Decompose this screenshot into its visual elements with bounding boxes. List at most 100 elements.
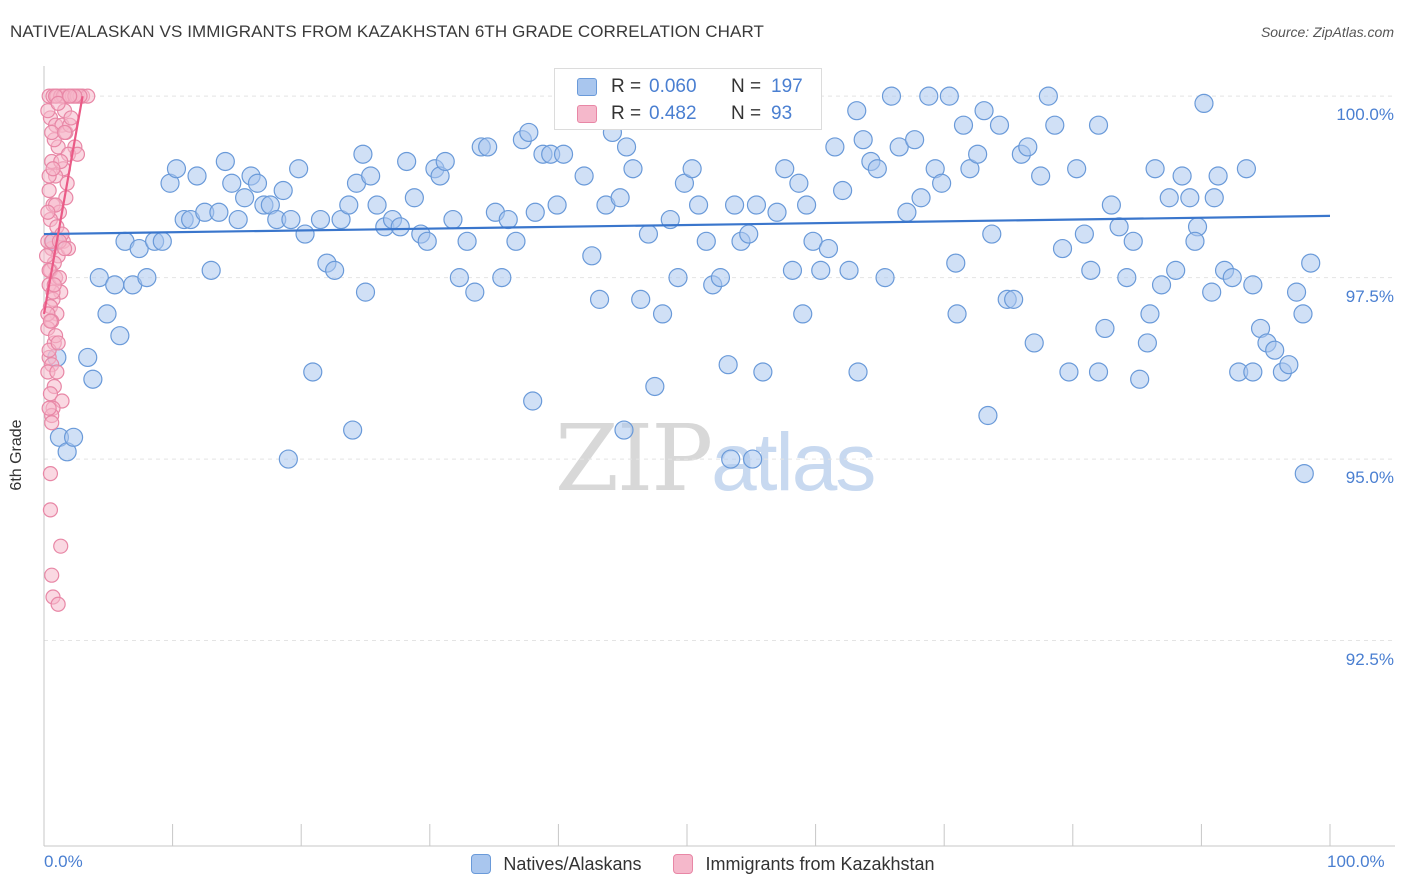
legend-label-natives: Natives/Alaskans bbox=[503, 853, 642, 874]
trend-lines bbox=[42, 95, 1331, 315]
watermark: ZIPatlas bbox=[555, 405, 876, 512]
point-natives bbox=[553, 144, 574, 164]
point-natives bbox=[968, 144, 988, 164]
point-natives bbox=[295, 224, 315, 244]
point-natives bbox=[209, 202, 229, 222]
point-natives bbox=[235, 188, 255, 208]
point-kazakhstan bbox=[50, 335, 66, 351]
point-kazakhstan bbox=[41, 182, 57, 199]
point-natives bbox=[166, 159, 187, 179]
x-tick-label-max: 100.0% bbox=[1327, 852, 1385, 871]
point-natives bbox=[353, 144, 373, 164]
point-kazakhstan bbox=[40, 103, 56, 119]
point-natives bbox=[718, 355, 738, 375]
y-tick-label: 92.5% bbox=[1345, 649, 1394, 669]
point-natives bbox=[1166, 260, 1186, 280]
point-natives bbox=[443, 209, 463, 230]
point-natives bbox=[1265, 340, 1285, 360]
point-kazakhstan bbox=[44, 124, 60, 141]
point-natives bbox=[939, 86, 959, 106]
point-natives bbox=[1194, 93, 1214, 114]
point-natives bbox=[339, 195, 359, 215]
point-natives bbox=[753, 362, 773, 382]
point-natives bbox=[278, 449, 298, 469]
point-natives bbox=[492, 268, 512, 288]
point-natives bbox=[1293, 304, 1313, 324]
point-natives bbox=[1172, 166, 1192, 186]
point-natives bbox=[1088, 362, 1109, 382]
point-natives bbox=[457, 231, 477, 251]
point-natives bbox=[974, 101, 994, 121]
point-kazakhstan bbox=[62, 88, 78, 104]
point-natives bbox=[519, 122, 539, 143]
point-natives bbox=[775, 159, 795, 179]
point-natives bbox=[1038, 86, 1058, 106]
point-natives bbox=[660, 209, 680, 230]
point-natives bbox=[668, 268, 688, 288]
point-natives bbox=[281, 209, 301, 230]
point-kazakhstan bbox=[56, 240, 73, 257]
chart-title: NATIVE/ALASKAN VS IMMIGRANTS FROM KAZAKH… bbox=[10, 22, 765, 41]
point-natives bbox=[793, 304, 813, 324]
point-natives bbox=[83, 369, 103, 389]
point-kazakhstan bbox=[56, 124, 73, 141]
point-natives bbox=[303, 362, 323, 382]
point-natives bbox=[1222, 268, 1242, 288]
point-natives bbox=[435, 151, 455, 172]
point-natives bbox=[1286, 282, 1307, 302]
point-natives bbox=[803, 231, 823, 251]
point-natives bbox=[228, 209, 248, 230]
point-kazakhstan bbox=[42, 386, 59, 402]
point-natives bbox=[1185, 231, 1205, 251]
legend-n-label: N = bbox=[731, 76, 762, 97]
point-kazakhstan bbox=[42, 313, 59, 329]
legend-swatch-pink bbox=[577, 105, 597, 123]
point-natives bbox=[105, 275, 125, 295]
watermark-zip: ZIP bbox=[555, 405, 713, 512]
point-kazakhstan bbox=[44, 415, 60, 431]
point-natives bbox=[1095, 318, 1115, 339]
point-natives bbox=[589, 289, 610, 309]
point-natives bbox=[631, 289, 651, 309]
legend-swatch-blue bbox=[577, 78, 597, 96]
point-natives bbox=[989, 115, 1010, 135]
point-natives bbox=[696, 231, 716, 251]
point-natives bbox=[152, 231, 172, 251]
point-natives bbox=[946, 253, 966, 273]
point-natives bbox=[1101, 195, 1121, 215]
point-natives bbox=[652, 304, 673, 324]
point-natives bbox=[875, 268, 895, 288]
point-natives bbox=[953, 115, 974, 135]
point-kazakhstan bbox=[50, 596, 66, 612]
point-natives bbox=[616, 137, 637, 157]
y-axis-label: 6th Grade bbox=[8, 419, 25, 491]
point-natives bbox=[1045, 115, 1065, 135]
point-natives bbox=[1067, 159, 1087, 179]
point-natives bbox=[1243, 275, 1263, 295]
point-natives bbox=[390, 217, 410, 237]
point-natives bbox=[367, 195, 387, 215]
point-natives bbox=[1059, 362, 1079, 382]
point-natives bbox=[978, 405, 998, 426]
point-natives bbox=[889, 137, 909, 157]
legend-item-kazakhstan: Immigrants from Kazakhstan bbox=[673, 854, 935, 875]
point-natives bbox=[897, 202, 917, 222]
stats-legend: R = 0.060 N = 197 R = 0.482 N = 93 bbox=[554, 68, 822, 130]
legend-n-label: N = bbox=[731, 103, 762, 124]
point-natives bbox=[1117, 268, 1137, 288]
point-kazakhstan bbox=[53, 538, 69, 554]
point-natives bbox=[1159, 188, 1179, 208]
point-natives bbox=[789, 173, 809, 193]
point-natives bbox=[1208, 166, 1228, 186]
point-kazakhstan bbox=[38, 248, 55, 264]
point-natives bbox=[547, 195, 567, 215]
point-natives bbox=[273, 180, 293, 201]
point-natives bbox=[767, 202, 787, 222]
point-natives bbox=[825, 137, 845, 157]
legend-n-value: 197 bbox=[771, 76, 803, 97]
x-tick-label-min: 0.0% bbox=[44, 852, 83, 871]
trend-line-natives bbox=[43, 214, 1331, 236]
trend-line-kazakhstan bbox=[42, 95, 84, 315]
point-natives bbox=[818, 238, 839, 259]
